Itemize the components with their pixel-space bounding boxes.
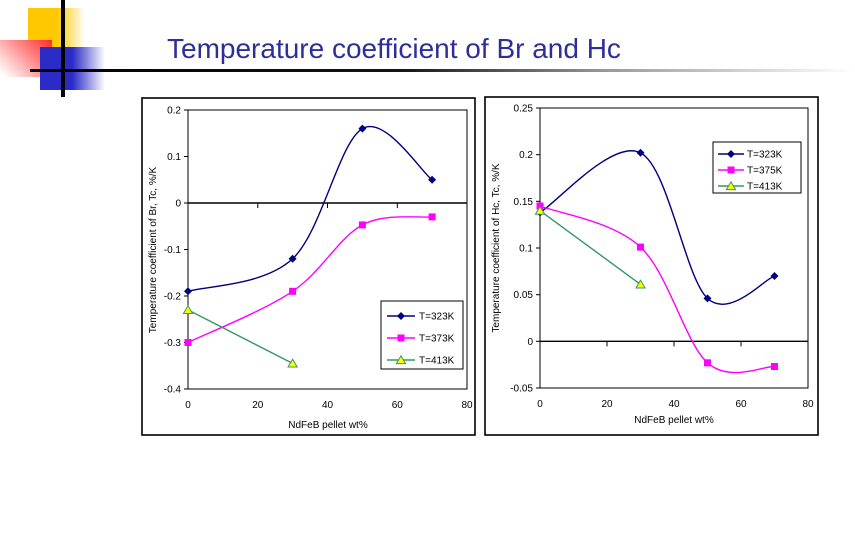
square-marker [184, 339, 192, 346]
br-temperature-coefficient-chart: 0.2 0.1 0 -0.1 -0.2 -0.3 -0.4 0 20 40 60 80 Temperat… [141, 97, 476, 436]
triangle-marker [534, 205, 546, 215]
x-axis-title: NdFeB pellet wt% [634, 415, 714, 426]
series-line [187, 125, 433, 293]
y-tick-label: 0.1 [167, 152, 181, 163]
diamond-marker [703, 294, 712, 303]
series-line [187, 309, 293, 365]
triangle-marker [182, 304, 194, 314]
y-tick-label: 0.15 [514, 197, 534, 208]
x-tick-label: 80 [802, 399, 814, 410]
diamond-marker [184, 287, 192, 296]
y-tick-label: 0.1 [519, 244, 533, 255]
square-marker [637, 243, 644, 251]
chart-frame [141, 97, 476, 436]
x-tick-label: 60 [392, 400, 404, 411]
y-tick-label: 0 [527, 337, 533, 348]
square-marker [727, 166, 735, 174]
y-tick-label: 0.2 [167, 106, 181, 117]
x-tick-label: 20 [252, 400, 264, 411]
x-axis-title: NdFeB pellet wt% [288, 420, 368, 431]
series-line [539, 150, 775, 305]
square-marker [771, 363, 778, 370]
legend-label: T=323K [419, 312, 455, 323]
series-line [539, 210, 641, 285]
legend-label: T=375K [747, 166, 783, 177]
legend-label: T=413K [419, 356, 455, 367]
y-axis-title: Temperature coefficient of Hc, Tc, %/K [491, 163, 502, 332]
x-tick-label: 40 [668, 399, 680, 410]
hc-temperature-coefficient-chart: 0.25 0.2 0.15 0.1 0.05 0 -0.05 0 20 40 60 80 Tempera… [484, 96, 819, 436]
x-tick-label: 40 [322, 400, 334, 411]
square-marker [428, 213, 436, 221]
square-marker [397, 334, 405, 342]
y-tick-label: 0 [175, 199, 181, 210]
diamond-marker [770, 272, 779, 280]
y-axis-title: Temperature coefficient of Br, Tc, %/K [148, 166, 159, 333]
hc-chart-svg: 0.25 0.2 0.15 0.1 0.05 0 -0.05 0 20 40 60 80 Tempera… [484, 96, 819, 436]
series-line [539, 205, 775, 374]
legend-label: T=373K [419, 334, 455, 345]
x-tick-label: 0 [185, 400, 191, 411]
y-tick-label: -0.2 [164, 292, 182, 303]
square-marker [289, 287, 297, 295]
diamond-marker [636, 148, 645, 157]
page-title: Temperature coefficient of Br and Hc [167, 33, 621, 64]
legend-box [380, 300, 464, 370]
legend-label: T=323K [747, 150, 783, 161]
triangle-marker [635, 279, 646, 289]
diamond-marker [428, 175, 437, 184]
title-underline-rule [30, 69, 855, 72]
diamond-marker [727, 150, 735, 158]
x-tick-label: 0 [537, 399, 543, 410]
y-tick-label: 0.25 [514, 104, 534, 115]
deco-vertical-line [61, 0, 65, 97]
x-tick-label: 60 [735, 399, 747, 410]
y-tick-label: -0.3 [164, 338, 182, 349]
diamond-marker [397, 312, 405, 320]
x-tick-label: 80 [461, 400, 473, 411]
triangle-marker [395, 354, 407, 365]
square-marker [358, 221, 366, 229]
triangle-marker [287, 358, 299, 368]
triangle-marker [725, 180, 737, 191]
deco-blue-square [40, 47, 105, 90]
y-tick-label: -0.1 [164, 245, 182, 256]
y-tick-label: 0.2 [519, 150, 533, 161]
legend: T=323K T=375K T=413K [712, 141, 802, 194]
y-tick-label: -0.4 [164, 385, 182, 396]
x-tick-label: 20 [601, 399, 613, 410]
y-tick-label: -0.05 [510, 384, 533, 395]
series-line [187, 216, 433, 344]
chart-frame [484, 96, 819, 436]
br-chart-svg: 0.20.10-0.1-0.2-0.3-0.40 20 40 60 80Temperat… [141, 97, 476, 436]
legend: T=323K T=373K T=413K [380, 300, 464, 370]
legend-label: T=413K [747, 182, 783, 193]
square-marker [704, 359, 711, 367]
y-tick-label: 0.05 [514, 290, 534, 301]
